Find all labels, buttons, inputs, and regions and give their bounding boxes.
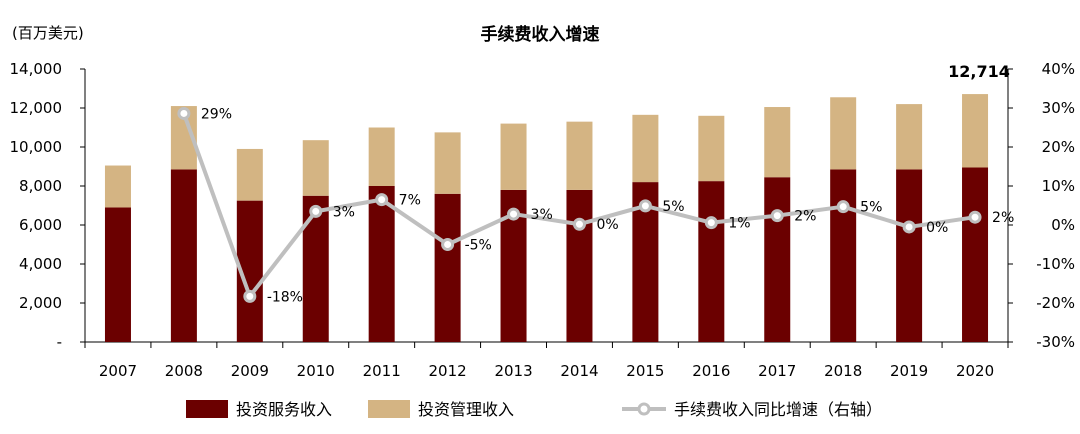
x-tick-label: 2017 <box>758 362 796 380</box>
bar-investment-management <box>698 115 725 182</box>
growth-label: 1% <box>728 216 750 232</box>
x-tick-label: 2012 <box>429 362 467 380</box>
bar-investment-management <box>104 165 131 208</box>
growth-label: 5% <box>860 200 882 216</box>
bar-investment-services <box>698 181 725 342</box>
x-tick-label: 2015 <box>626 362 664 380</box>
legend-marker-growth <box>637 402 651 416</box>
x-tick-label: 2016 <box>692 362 730 380</box>
bar-investment-management <box>368 127 395 186</box>
y-tick-label: 14,000 <box>10 60 63 78</box>
y-tick-label: 10,000 <box>10 138 63 156</box>
legend-label-investment-services: 投资服务收入 <box>236 400 332 419</box>
y2-tick-label: -10% <box>1036 255 1075 273</box>
y-tick-label: 2,000 <box>19 294 62 312</box>
bar-investment-services <box>434 193 461 342</box>
bar-investment-management <box>302 140 329 196</box>
growth-point <box>638 199 652 213</box>
x-tick-label: 2011 <box>363 362 401 380</box>
y-tick-label: 6,000 <box>19 216 62 234</box>
x-tick-label: 2019 <box>890 362 928 380</box>
growth-label: 3% <box>531 207 553 223</box>
x-tick-label: 2008 <box>165 362 203 380</box>
bar-investment-services <box>896 169 923 342</box>
growth-point <box>375 193 389 207</box>
growth-label: 5% <box>662 199 684 215</box>
growth-point <box>441 238 455 251</box>
legend-swatch-investment-management <box>368 400 410 418</box>
growth-label: 7% <box>399 193 421 209</box>
x-tick-label: 2014 <box>560 362 598 380</box>
growth-point <box>770 209 784 223</box>
growth-label: 0% <box>596 217 618 233</box>
growth-label: -5% <box>465 238 492 254</box>
chart-title: 手续费收入增速 <box>481 24 600 45</box>
y2-tick-label: 10% <box>1042 177 1075 195</box>
bar-investment-management <box>500 123 527 190</box>
growth-label: 29% <box>201 106 232 122</box>
legend-swatch-investment-services <box>186 400 228 418</box>
growth-point <box>572 217 586 231</box>
growth-label: 2% <box>794 209 816 225</box>
bar-investment-management <box>830 97 857 170</box>
bar-investment-services <box>830 169 857 342</box>
x-tick-label: 2009 <box>231 362 269 380</box>
y2-tick-label: 0% <box>1051 216 1075 234</box>
growth-point <box>507 207 521 221</box>
x-tick-label: 2013 <box>494 362 532 380</box>
axes: - 2,000 4,000 6,000 8,000 10,000 12,000 14,000 -… <box>10 60 1076 380</box>
y-axis-unit-label: (百万美元) <box>12 24 84 42</box>
growth-label: 2% <box>992 210 1014 226</box>
y-tick-label: 8,000 <box>19 177 62 195</box>
y2-tick-label: -20% <box>1036 294 1075 312</box>
data-labels: 12,714 29% -18% 3% 7% -5% 3% 0% 5% 1% 2% 5% 0% 2% <box>201 62 1014 305</box>
bar-investment-management <box>566 121 593 190</box>
growth-point <box>704 216 718 230</box>
bar-investment-management <box>236 148 263 201</box>
y-tick-label: - <box>57 333 62 351</box>
legend: 投资服务收入 投资管理收入 手续费收入同比增速（右轴） <box>186 400 882 419</box>
bars <box>104 94 989 342</box>
bar-investment-management <box>632 114 659 183</box>
x-tick-label: 2007 <box>99 362 137 380</box>
growth-point <box>968 210 982 224</box>
y2-tick-label: -30% <box>1036 333 1075 351</box>
bar-investment-services <box>962 167 989 342</box>
growth-point <box>902 220 916 234</box>
bar-investment-services <box>170 169 197 342</box>
x-tick-label: 2018 <box>824 362 862 380</box>
bar-investment-management <box>962 94 989 168</box>
total-annotation: 12,714 <box>948 62 1010 81</box>
bar-investment-services <box>764 177 791 342</box>
bar-investment-services <box>368 186 395 342</box>
growth-point <box>177 106 191 120</box>
growth-point <box>836 200 850 214</box>
growth-label: 3% <box>333 204 355 220</box>
x-tick-label: 2010 <box>297 362 335 380</box>
growth-line <box>177 106 982 303</box>
growth-label: -18% <box>267 289 303 305</box>
y-tick-label: 4,000 <box>19 255 62 273</box>
y2-tick-label: 40% <box>1042 60 1075 78</box>
y2-tick-label: 30% <box>1042 99 1075 117</box>
growth-label: 0% <box>926 220 948 236</box>
growth-point <box>243 289 257 303</box>
x-tick-label: 2020 <box>956 362 994 380</box>
bar-investment-management <box>434 132 461 194</box>
y-tick-label: 12,000 <box>10 99 63 117</box>
bar-investment-management <box>764 107 791 178</box>
legend-label-investment-management: 投资管理收入 <box>418 400 514 419</box>
bar-investment-services <box>566 189 593 342</box>
growth-point <box>309 204 323 218</box>
bar-investment-services <box>104 207 131 342</box>
bar-investment-management <box>896 104 923 170</box>
legend-label-growth: 手续费收入同比增速（右轴） <box>674 400 882 419</box>
y2-tick-label: 20% <box>1042 138 1075 156</box>
